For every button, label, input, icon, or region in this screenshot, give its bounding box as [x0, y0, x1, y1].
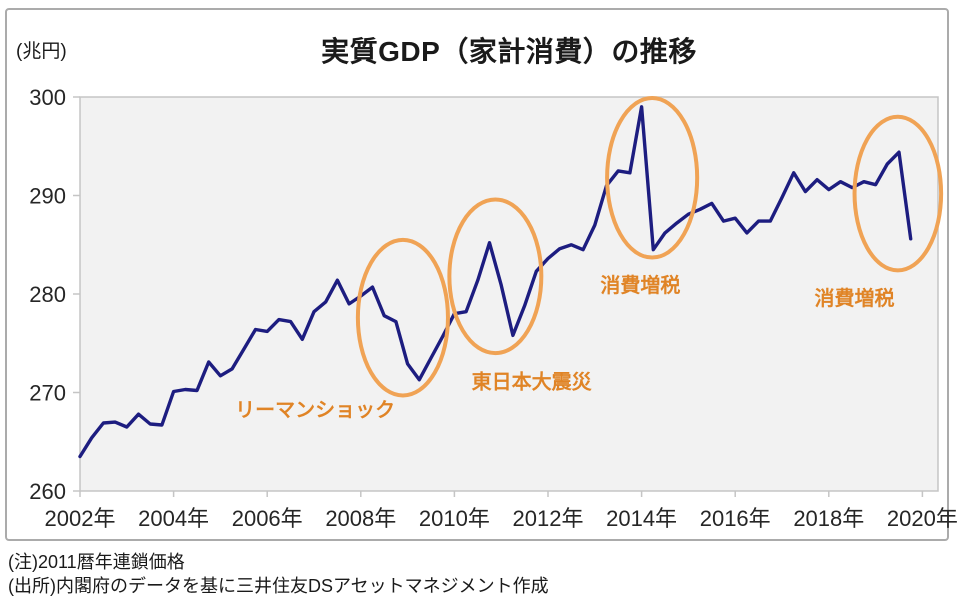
footnotes: (注)2011暦年連鎖価格 (出所)内閣府のデータを基に三井住友DSアセットマネ… — [8, 550, 549, 598]
annotation-label: 消費増税 — [600, 273, 680, 297]
annotation-label: 消費増税 — [815, 286, 895, 310]
y-tick-label: 290 — [29, 184, 66, 209]
y-tick-label: 280 — [29, 282, 66, 307]
note-source-note: (注)2011暦年連鎖価格 — [8, 552, 185, 572]
annotation-ellipse — [447, 197, 544, 356]
x-tick-label: 2002年 — [45, 506, 116, 531]
x-tick-label: 2018年 — [793, 506, 864, 531]
plot-area — [79, 96, 939, 492]
x-tick-label: 2020年 — [887, 506, 958, 531]
annotation-ellipse — [605, 95, 700, 260]
gdp-line-series — [78, 105, 913, 459]
note-attribution: (出所)内閣府のデータを基に三井住友DSアセットマネジメント作成 — [8, 576, 549, 596]
y-tick-label: 300 — [29, 85, 66, 110]
annotation-label: リーマンショック — [235, 398, 395, 421]
x-tick-label: 2016年 — [700, 506, 771, 531]
x-tick-label: 2012年 — [513, 506, 584, 531]
y-axis-unit-label: (兆円) — [16, 41, 67, 62]
x-tick-label: 2010年 — [419, 506, 490, 531]
annotation-label: 東日本大震災 — [472, 371, 593, 394]
y-tick-label: 260 — [29, 479, 66, 504]
x-tick-label: 2006年 — [232, 506, 303, 531]
x-tick-label: 2014年 — [606, 506, 677, 531]
x-tick-label: 2008年 — [325, 506, 396, 531]
annotation-ellipse — [852, 114, 944, 273]
y-tick-label: 270 — [29, 381, 66, 406]
annotation-ellipse — [355, 237, 450, 398]
chart-title: 実質GDP（家計消費）の推移 — [321, 36, 697, 67]
x-tick-label: 2004年 — [138, 506, 209, 531]
